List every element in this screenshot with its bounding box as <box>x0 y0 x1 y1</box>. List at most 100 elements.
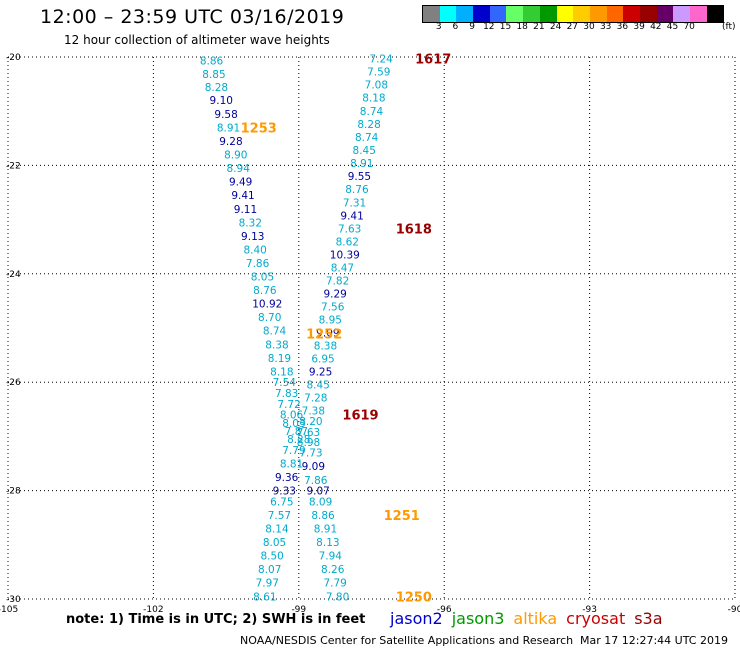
colorbar-swatch <box>623 6 640 22</box>
colorbar-label: 12 <box>483 22 495 32</box>
legend-jason2: jason2 <box>390 609 443 628</box>
time-label: 1617 <box>415 53 451 68</box>
swh-value: 7.63 <box>338 223 361 235</box>
swh-value: 8.07 <box>258 564 281 576</box>
x-tick-label: -90 <box>728 605 740 615</box>
y-tick-label: -20 <box>6 53 21 63</box>
colorbar-swatch <box>706 6 724 22</box>
swh-value: 8.61 <box>253 591 276 603</box>
colorbar-label: 27 <box>566 22 579 32</box>
swh-value: 8.74 <box>355 132 379 144</box>
swh-value: 9.25 <box>309 366 332 378</box>
swh-value: 8.94 <box>227 163 251 175</box>
colorbar-unit: (ft) <box>722 22 736 32</box>
swh-value: 8.81 <box>280 459 303 471</box>
time-labels: 1617 1253 1618 1252 1619 1251 1250 <box>241 53 452 606</box>
swh-value: 9.41 <box>340 210 363 222</box>
swh-value: 9.33 <box>273 486 296 498</box>
colorbar-label: 70 <box>683 22 695 32</box>
swh-value: 9.55 <box>348 171 371 183</box>
chart-subtitle: 12 hour collection of altimeter wave hei… <box>64 33 330 47</box>
colorbar-label: 33 <box>599 22 612 32</box>
colorbar-swatch <box>506 6 524 22</box>
swh-value: 8.09 <box>309 496 332 508</box>
swh-value: 7.31 <box>343 197 366 209</box>
swh-value: 8.74 <box>360 106 384 118</box>
swh-value: 7.79 <box>282 445 305 457</box>
x-tick-label: -99 <box>291 605 306 615</box>
time-label: 1619 <box>342 409 378 424</box>
swh-value: 7.87 <box>285 426 308 438</box>
colorbar-label: 24 <box>549 22 562 32</box>
swh-value: 9.11 <box>234 204 257 216</box>
x-tick-label: -102 <box>143 605 163 615</box>
swh-value: 9.41 <box>231 190 254 202</box>
swh-value: 7.82 <box>326 275 349 287</box>
time-label: 1251 <box>384 509 420 524</box>
colorbar-swatch <box>589 6 607 22</box>
generated-timestamp: Mar 17 12:27:44 UTC 2019 <box>580 634 728 647</box>
swh-value: 8.45 <box>353 145 376 157</box>
colorbar-label: 42 <box>650 22 662 32</box>
colorbar-swatch <box>556 6 574 22</box>
colorbar-labels: 3 6 9 12 15 18 21 24 27 30 33 36 39 42 45 70 <box>422 22 740 34</box>
colorbar-label: 36 <box>616 22 629 32</box>
swh-value: 8.91 <box>217 122 240 134</box>
swh-value: 8.86 <box>311 510 335 522</box>
colorbar-swatch <box>690 6 707 22</box>
swh-value: 7.24 <box>369 54 393 66</box>
swh-value: 9.58 <box>214 109 237 121</box>
colorbar-label: 30 <box>583 22 595 32</box>
swh-value: 8.38 <box>314 340 337 352</box>
swh-value: 8.06 <box>280 410 304 422</box>
swh-value: 8.28 <box>357 119 380 131</box>
data-labels: 8.868.858.289.109.588.919.288.908.949.49… <box>200 54 393 604</box>
credit-text: NOAA/NESDIS Center for Satellite Applica… <box>240 634 574 647</box>
time-label: 1250 <box>396 590 432 605</box>
swh-value: 6.75 <box>270 496 293 508</box>
swh-value: 8.70 <box>258 312 281 324</box>
swh-value: 7.83 <box>275 388 298 400</box>
y-tick-label: -22 <box>6 161 21 171</box>
swh-value: 8.20 <box>299 416 322 428</box>
swh-value: 9.36 <box>275 472 299 484</box>
colorbar-label: 6 <box>452 22 459 32</box>
swh-value: 8.19 <box>268 353 291 365</box>
colorbar-label: 18 <box>516 22 528 32</box>
swh-value: 7.59 <box>367 67 390 79</box>
swh-value: 8.40 <box>243 244 266 256</box>
swh-value: 7.86 <box>304 475 328 487</box>
swh-value: 8.18 <box>270 366 293 378</box>
swh-value: 8.91 <box>350 158 373 170</box>
colorbar-label: 3 <box>435 22 442 32</box>
swh-value: 9.29 <box>323 288 346 300</box>
swh-value: 8.03 <box>282 418 305 430</box>
swh-value: 9.09 <box>302 461 325 473</box>
swh-value: 7.38 <box>302 405 325 417</box>
x-tick-label: -93 <box>582 605 597 615</box>
swh-value: 8.26 <box>321 564 345 576</box>
y-tick-label: -28 <box>6 487 21 497</box>
swh-value: 7.54 <box>273 377 297 389</box>
x-tick-label: -105 <box>0 605 18 615</box>
swh-value: 8.05 <box>251 272 274 284</box>
colorbar-label: 15 <box>499 22 512 32</box>
y-tick-label: -24 <box>6 270 21 280</box>
swh-value: 7.28 <box>304 392 327 404</box>
swh-value: 8.14 <box>265 524 289 536</box>
legend-cryosat: cryosat <box>566 609 626 628</box>
swh-value: 8.18 <box>362 93 385 105</box>
swh-value: 7.72 <box>277 399 300 411</box>
swh-value: 10.92 <box>252 299 282 311</box>
swh-value: 8.76 <box>345 184 369 196</box>
swh-value: 9.10 <box>210 95 233 107</box>
swh-value: 7.97 <box>256 578 279 590</box>
colorbar-label: 21 <box>533 22 545 32</box>
swh-value: 8.91 <box>314 524 337 536</box>
swh-value: 7.73 <box>299 448 322 460</box>
colorbar-label: 9 <box>469 22 475 32</box>
colorbar-label: 39 <box>633 22 645 32</box>
colorbar-swatch <box>673 6 690 22</box>
swh-value: 8.28 <box>205 82 228 94</box>
colorbar-swatch <box>489 6 507 22</box>
